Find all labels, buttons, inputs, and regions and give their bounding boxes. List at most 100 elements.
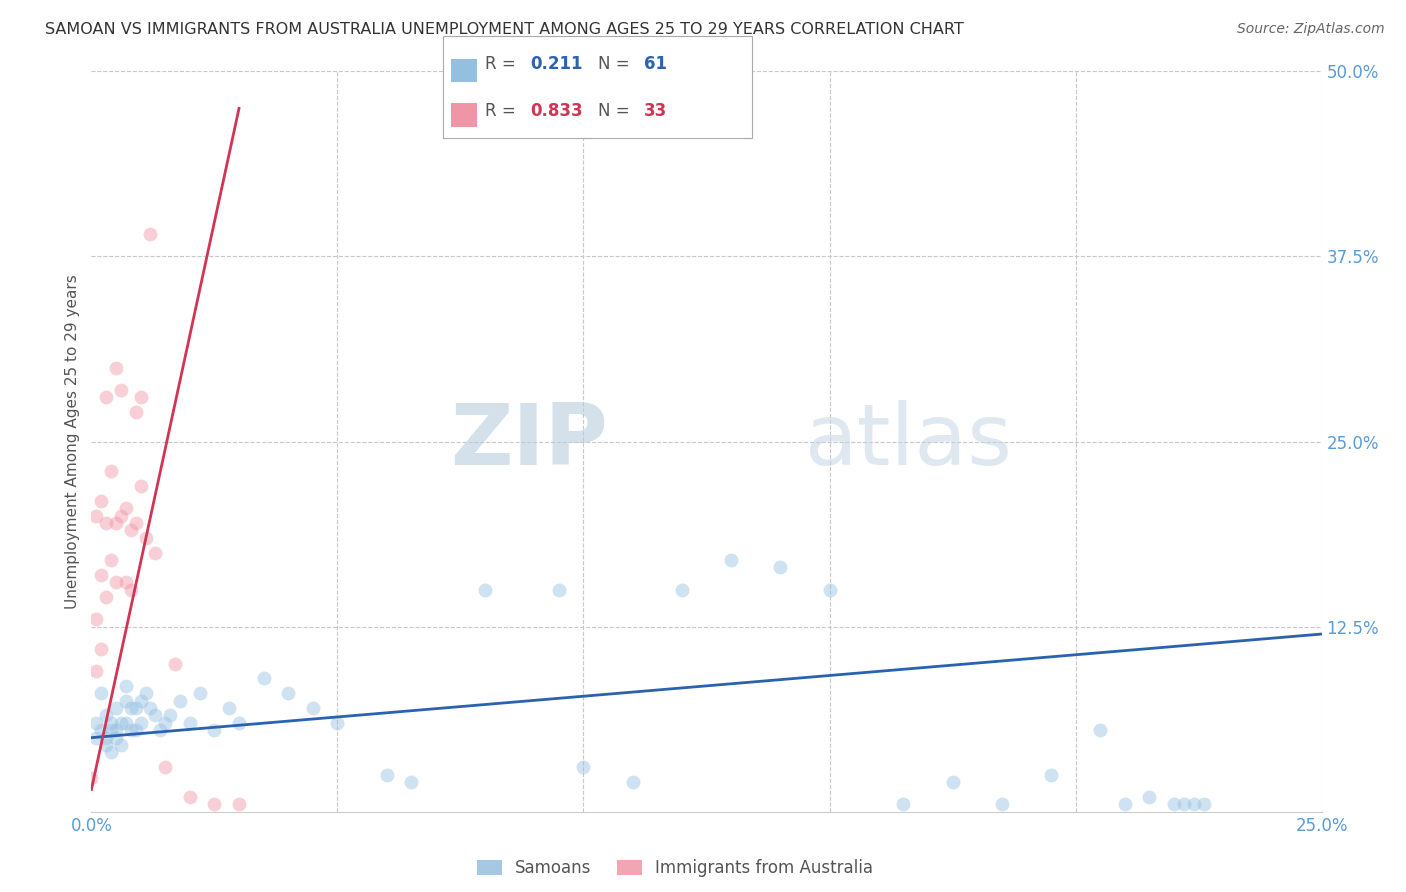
- Point: [110, 508, 132, 523]
- Point: [135, 531, 156, 545]
- Point: [202, 797, 225, 812]
- Point: [228, 797, 250, 812]
- Point: [110, 383, 132, 397]
- Point: [110, 715, 132, 730]
- Point: [96, 708, 117, 723]
- Point: [105, 701, 127, 715]
- Point: [100, 553, 122, 567]
- Text: Source: ZipAtlas.com: Source: ZipAtlas.com: [1237, 22, 1385, 37]
- Point: [120, 582, 142, 597]
- Point: [891, 797, 914, 812]
- Point: [86, 664, 108, 678]
- Point: [139, 227, 162, 242]
- Point: [990, 797, 1012, 812]
- Point: [153, 760, 177, 774]
- Point: [114, 679, 138, 693]
- Point: [96, 516, 117, 530]
- Point: [375, 767, 398, 781]
- Point: [218, 701, 240, 715]
- Point: [326, 715, 349, 730]
- Text: R =: R =: [485, 102, 516, 120]
- Point: [941, 775, 963, 789]
- Text: atlas: atlas: [804, 400, 1012, 483]
- Text: ZIP: ZIP: [450, 400, 607, 483]
- Point: [277, 686, 299, 700]
- Point: [474, 582, 496, 597]
- Point: [572, 760, 595, 774]
- Point: [96, 390, 117, 404]
- Point: [1139, 789, 1161, 804]
- Point: [86, 715, 108, 730]
- Point: [124, 405, 146, 419]
- Text: 0.211: 0.211: [530, 55, 582, 73]
- Point: [90, 567, 112, 582]
- Point: [139, 701, 162, 715]
- Point: [1182, 797, 1205, 812]
- Point: [228, 715, 250, 730]
- Text: N =: N =: [598, 102, 628, 120]
- Point: [105, 360, 127, 375]
- Point: [149, 723, 172, 738]
- Point: [769, 560, 792, 574]
- Point: [100, 723, 122, 738]
- Point: [547, 582, 569, 597]
- Point: [179, 715, 201, 730]
- Point: [114, 694, 138, 708]
- Point: [80, 771, 103, 785]
- Point: [96, 590, 117, 604]
- Point: [720, 553, 742, 567]
- Point: [253, 672, 276, 686]
- Point: [671, 582, 693, 597]
- Point: [301, 701, 323, 715]
- Point: [96, 738, 117, 752]
- Point: [1192, 797, 1215, 812]
- Point: [145, 546, 166, 560]
- Point: [120, 701, 142, 715]
- Point: [105, 723, 127, 738]
- Point: [86, 508, 108, 523]
- Point: [86, 612, 108, 626]
- Point: [202, 723, 225, 738]
- Y-axis label: Unemployment Among Ages 25 to 29 years: Unemployment Among Ages 25 to 29 years: [65, 274, 80, 609]
- Point: [124, 516, 146, 530]
- Point: [120, 524, 142, 538]
- Point: [124, 701, 146, 715]
- Point: [90, 641, 112, 656]
- Point: [163, 657, 186, 671]
- Point: [399, 775, 422, 789]
- Point: [100, 464, 122, 478]
- Point: [90, 493, 112, 508]
- Point: [129, 390, 152, 404]
- Point: [114, 501, 138, 516]
- Point: [169, 694, 191, 708]
- Point: [1163, 797, 1185, 812]
- Point: [96, 731, 117, 745]
- Point: [135, 686, 156, 700]
- Text: R =: R =: [485, 55, 516, 73]
- Point: [1173, 797, 1195, 812]
- Point: [179, 789, 201, 804]
- Text: SAMOAN VS IMMIGRANTS FROM AUSTRALIA UNEMPLOYMENT AMONG AGES 25 TO 29 YEARS CORRE: SAMOAN VS IMMIGRANTS FROM AUSTRALIA UNEM…: [45, 22, 963, 37]
- Text: 33: 33: [644, 102, 668, 120]
- Point: [159, 708, 181, 723]
- Point: [1088, 723, 1111, 738]
- Point: [129, 715, 152, 730]
- Point: [818, 582, 841, 597]
- Point: [120, 723, 142, 738]
- Point: [124, 723, 146, 738]
- Point: [105, 516, 127, 530]
- Point: [86, 731, 108, 745]
- Point: [114, 575, 138, 590]
- Point: [110, 738, 132, 752]
- Point: [129, 694, 152, 708]
- Point: [100, 746, 122, 760]
- Point: [1114, 797, 1136, 812]
- Point: [153, 715, 177, 730]
- Legend: Samoans, Immigrants from Australia: Samoans, Immigrants from Australia: [470, 853, 880, 884]
- Point: [621, 775, 644, 789]
- Point: [90, 686, 112, 700]
- Point: [129, 479, 152, 493]
- Point: [114, 715, 138, 730]
- Text: 61: 61: [644, 55, 666, 73]
- Point: [1039, 767, 1063, 781]
